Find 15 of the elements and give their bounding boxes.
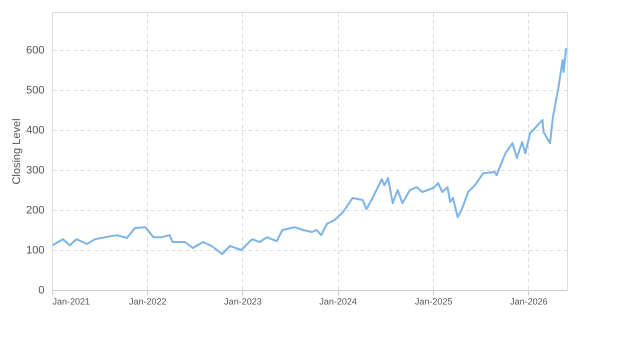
y-tick-label: 200 xyxy=(26,204,44,216)
line-series xyxy=(52,47,568,255)
x-tick-label: Jan-2026 xyxy=(510,296,548,306)
x-tick-label: Jan-2022 xyxy=(128,296,166,306)
y-tick-label: 100 xyxy=(26,244,44,256)
y-tick-label: 400 xyxy=(26,124,44,136)
x-tick-label: Jan-2024 xyxy=(319,296,357,306)
x-tick-label: Jan-2023 xyxy=(224,296,262,306)
y-tick-label: 0 xyxy=(38,284,44,296)
x-tick-label: Jan-2021 xyxy=(52,296,90,306)
y-tick-label: 500 xyxy=(26,84,44,96)
y-tick-label: 300 xyxy=(26,164,44,176)
y-tick-label: 600 xyxy=(26,44,44,56)
x-tick-label: Jan-2025 xyxy=(414,296,452,306)
y-axis-title: Closing Level xyxy=(11,118,24,185)
